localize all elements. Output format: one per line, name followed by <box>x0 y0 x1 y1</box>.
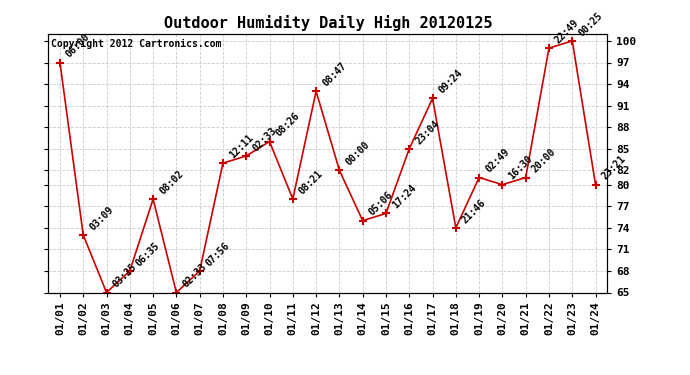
Text: Copyright 2012 Cartronics.com: Copyright 2012 Cartronics.com <box>51 39 221 49</box>
Text: 08:02: 08:02 <box>157 168 185 196</box>
Text: 03:09: 03:09 <box>88 204 115 232</box>
Text: 06:00: 06:00 <box>64 32 92 60</box>
Text: 12:11: 12:11 <box>227 132 255 160</box>
Text: 02:33: 02:33 <box>250 125 278 153</box>
Text: 00:25: 00:25 <box>576 10 604 38</box>
Text: 00:00: 00:00 <box>344 140 371 168</box>
Text: 23:04: 23:04 <box>413 118 442 146</box>
Text: 16:30: 16:30 <box>506 154 535 182</box>
Text: 08:26: 08:26 <box>274 111 302 139</box>
Text: 09:24: 09:24 <box>437 68 464 96</box>
Text: 07:56: 07:56 <box>204 240 232 268</box>
Text: 21:46: 21:46 <box>460 197 488 225</box>
Text: 06:35: 06:35 <box>134 240 162 268</box>
Text: 20:00: 20:00 <box>530 147 558 175</box>
Title: Outdoor Humidity Daily High 20120125: Outdoor Humidity Daily High 20120125 <box>164 15 492 31</box>
Text: 08:47: 08:47 <box>320 61 348 88</box>
Text: 22:49: 22:49 <box>553 18 581 45</box>
Text: 02:49: 02:49 <box>483 147 511 175</box>
Text: 03:25: 03:25 <box>110 262 139 290</box>
Text: 08:21: 08:21 <box>297 168 325 196</box>
Text: 05:06: 05:06 <box>367 190 395 218</box>
Text: 17:24: 17:24 <box>390 183 418 211</box>
Text: 02:33: 02:33 <box>181 262 208 290</box>
Text: 23:21: 23:21 <box>600 154 628 182</box>
